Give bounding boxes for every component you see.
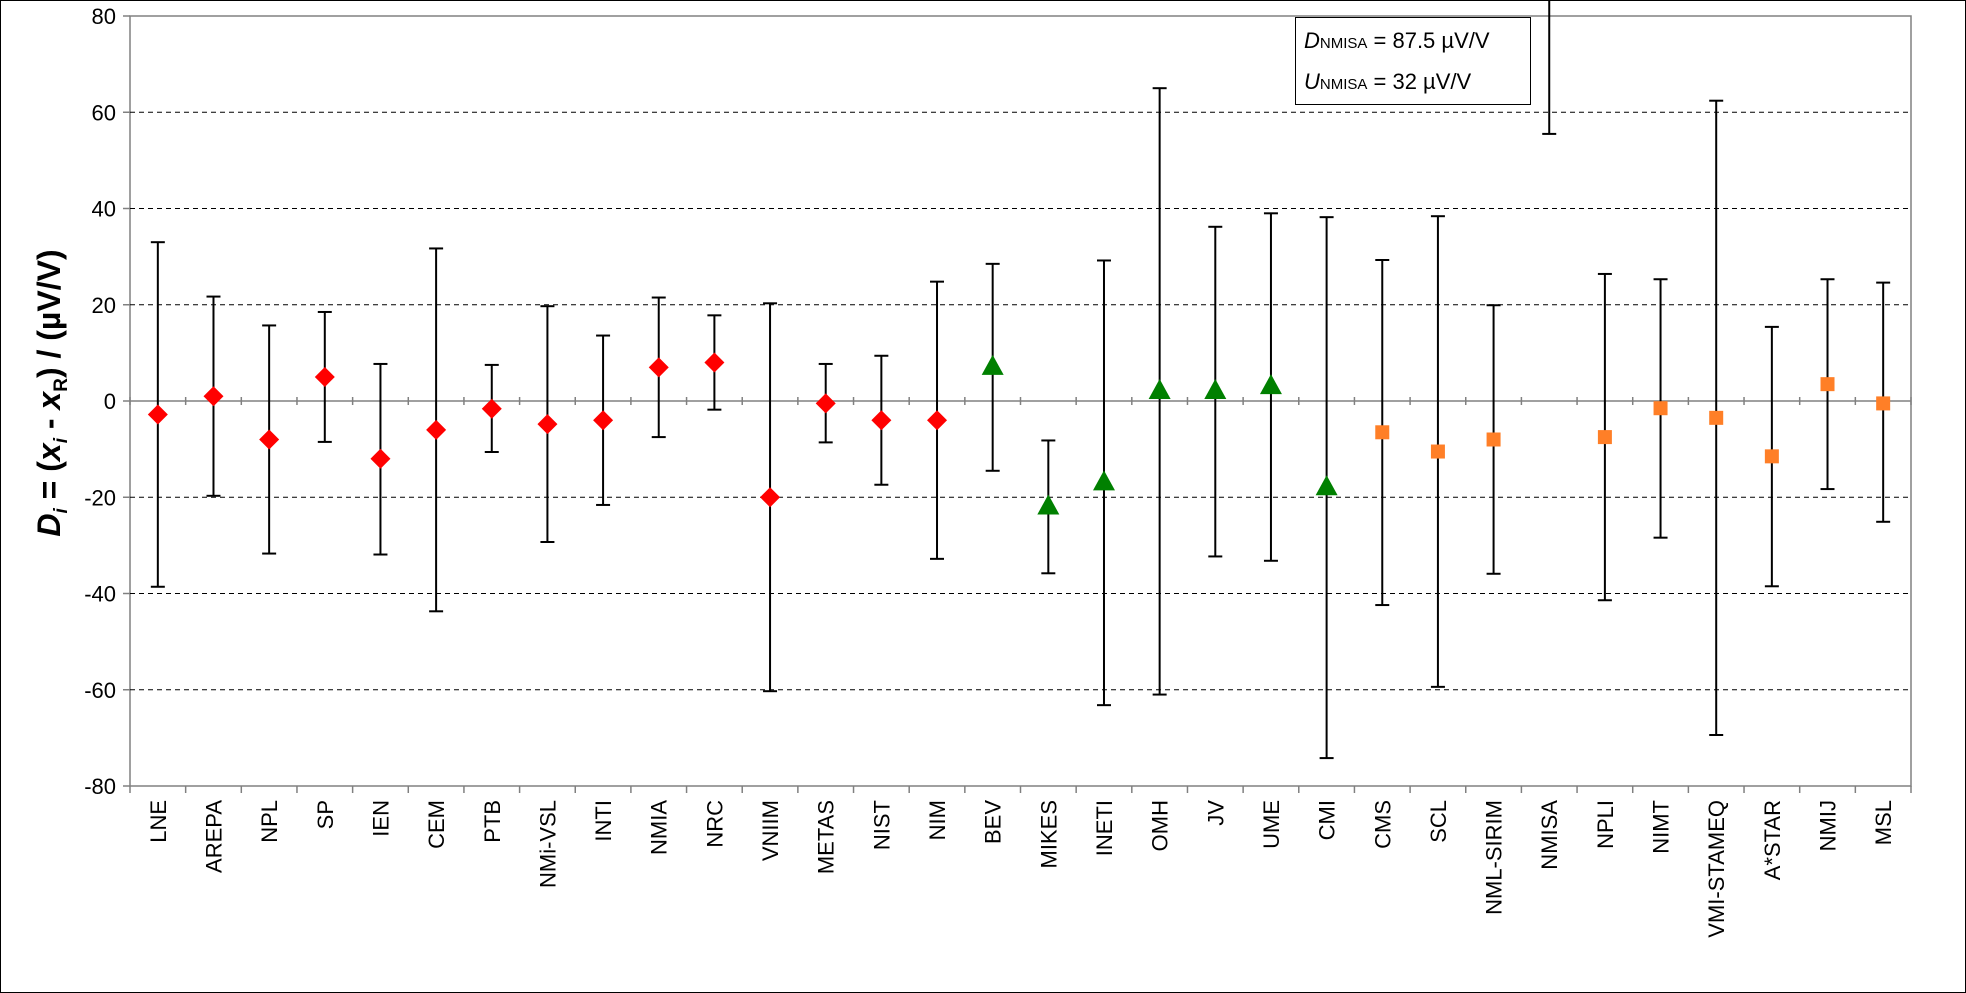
y-tick-label: -20 — [84, 485, 116, 510]
triangle-marker — [1259, 374, 1282, 395]
x-tick-label: NMi-VSL — [535, 800, 560, 888]
x-tick-label: INETI — [1092, 800, 1117, 856]
x-tick-label: NMIJ — [1816, 800, 1841, 851]
y-tick-label: 40 — [92, 197, 116, 222]
x-tick-label: SP — [313, 800, 338, 829]
x-tick-label: MSL — [1871, 800, 1896, 845]
x-tick-label: MIKES — [1036, 800, 1061, 868]
square-marker — [1653, 401, 1668, 416]
x-tick-label: LNE — [146, 800, 171, 843]
x-tick-label: NIST — [869, 800, 894, 850]
y-tick-label: 20 — [92, 293, 116, 318]
x-tick-label: IEN — [368, 800, 393, 837]
y-tick-label: 60 — [92, 100, 116, 125]
y-axis-ticks: 80 60 40 20 0 -20 -40 -60 -80 — [84, 4, 130, 799]
x-tick-label: CMS — [1370, 800, 1395, 849]
square-marker — [1820, 377, 1835, 392]
triangle-marker — [1092, 470, 1115, 491]
x-tick-label: NMIA — [647, 800, 672, 855]
square-marker — [1709, 410, 1724, 425]
y-tick-label: 80 — [92, 4, 116, 29]
x-tick-label: OMH — [1148, 800, 1173, 851]
x-tick-label: METAS — [814, 800, 839, 874]
x-tick-label: PTB — [480, 800, 505, 843]
square-marker — [1430, 444, 1445, 459]
diamond-marker — [871, 410, 892, 431]
x-tick-label: CEM — [424, 800, 449, 849]
x-tick-label: JV — [1203, 800, 1228, 826]
data-markers — [147, 352, 1891, 515]
square-marker — [1486, 432, 1501, 447]
x-tick-label: INTI — [591, 800, 616, 842]
diamond-marker — [314, 366, 335, 387]
diamond-marker — [704, 352, 725, 373]
x-tick-label: A*STAR — [1760, 800, 1785, 880]
triangle-marker — [981, 354, 1004, 375]
y-tick-label: 0 — [104, 389, 116, 414]
diamond-marker — [481, 398, 502, 419]
y-tick-label: -60 — [84, 678, 116, 703]
x-tick-label: SCL — [1426, 800, 1451, 843]
x-tick-label: VMI-STAMEQ — [1704, 800, 1729, 938]
diamond-marker — [815, 393, 836, 414]
annotation-line-u: UNMISA = 32 µV/V — [1304, 69, 1472, 94]
annotation-line-d: DNMISA = 87.5 µV/V — [1304, 28, 1490, 53]
square-marker — [1375, 425, 1390, 440]
square-marker — [1876, 396, 1891, 411]
diamond-marker — [370, 448, 391, 469]
triangle-marker — [1037, 494, 1060, 515]
x-tick-label: NIM — [925, 800, 950, 840]
x-tick-label: NML-SIRIM — [1482, 800, 1507, 915]
diamond-marker — [426, 419, 447, 440]
x-tick-label: NIMT — [1649, 800, 1674, 854]
y-tick-label: -40 — [84, 582, 116, 607]
x-tick-label: NPLI — [1593, 800, 1618, 849]
square-marker — [1597, 430, 1612, 445]
diamond-marker — [593, 410, 614, 431]
diamond-marker — [537, 414, 558, 435]
x-tick-label: NRC — [702, 800, 727, 848]
x-tick-label: NPL — [257, 800, 282, 843]
triangle-marker — [1204, 378, 1227, 399]
diamond-marker — [648, 357, 669, 378]
diamond-marker — [147, 404, 168, 425]
triangle-marker — [1315, 475, 1338, 496]
y-axis-label: Di = (xi - xR) / (µV/V) — [31, 249, 72, 536]
diamond-marker — [927, 410, 948, 431]
x-tick-label: VNIIM — [758, 800, 783, 861]
diamond-marker — [259, 429, 280, 450]
triangle-marker — [1148, 378, 1171, 399]
x-tick-label: BEV — [981, 800, 1006, 844]
x-tick-label: AREPA — [201, 800, 226, 873]
x-tick-label: NMISA — [1537, 800, 1562, 870]
annotation-box: DNMISA = 87.5 µV/V UNMISA = 32 µV/V — [1295, 17, 1531, 105]
x-tick-label: UME — [1259, 800, 1284, 849]
square-marker — [1764, 449, 1779, 464]
y-tick-label: -80 — [84, 774, 116, 799]
x-axis-ticks: LNE AREPA NPL SP IEN CEM PTB NMi-VSL INTI NMIA NRC… — [129, 397, 1912, 938]
x-tick-label: CMI — [1315, 800, 1340, 840]
diamond-marker — [760, 487, 781, 508]
diamond-marker — [203, 386, 224, 407]
